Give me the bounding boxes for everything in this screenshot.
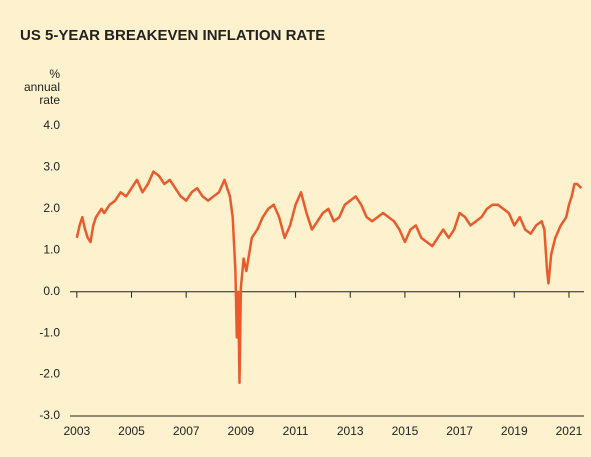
y-tick-label: -2.0 (39, 367, 60, 381)
x-tick-label: 2015 (392, 424, 419, 438)
data-line (75, 170, 583, 385)
x-tick-label: 2017 (446, 424, 473, 438)
x-tick-label: 2019 (501, 424, 528, 438)
y-tick-label: -3.0 (39, 408, 60, 422)
x-tick-label: 2005 (118, 424, 145, 438)
y-tick-label: 1.0 (43, 242, 60, 256)
y-axis-label: % (49, 67, 60, 81)
x-tick-label: 2013 (337, 424, 364, 438)
y-tick-label: 0.0 (43, 284, 60, 298)
y-axis-label: annual (24, 80, 60, 94)
y-tick-label: -1.0 (39, 325, 60, 339)
chart-title: US 5-YEAR BREAKEVEN INFLATION RATE (20, 27, 325, 44)
x-tick-label: 2003 (63, 424, 90, 438)
y-tick-label: 3.0 (43, 160, 60, 174)
x-tick-label: 2009 (228, 424, 255, 438)
y-tick-label: 4.0 (43, 118, 60, 132)
x-tick-label: 2011 (283, 424, 309, 438)
y-tick-label: 2.0 (43, 201, 60, 215)
x-tick-label: 2021 (556, 424, 583, 438)
x-tick-label: 2007 (173, 424, 200, 438)
y-axis-label: rate (39, 93, 60, 107)
